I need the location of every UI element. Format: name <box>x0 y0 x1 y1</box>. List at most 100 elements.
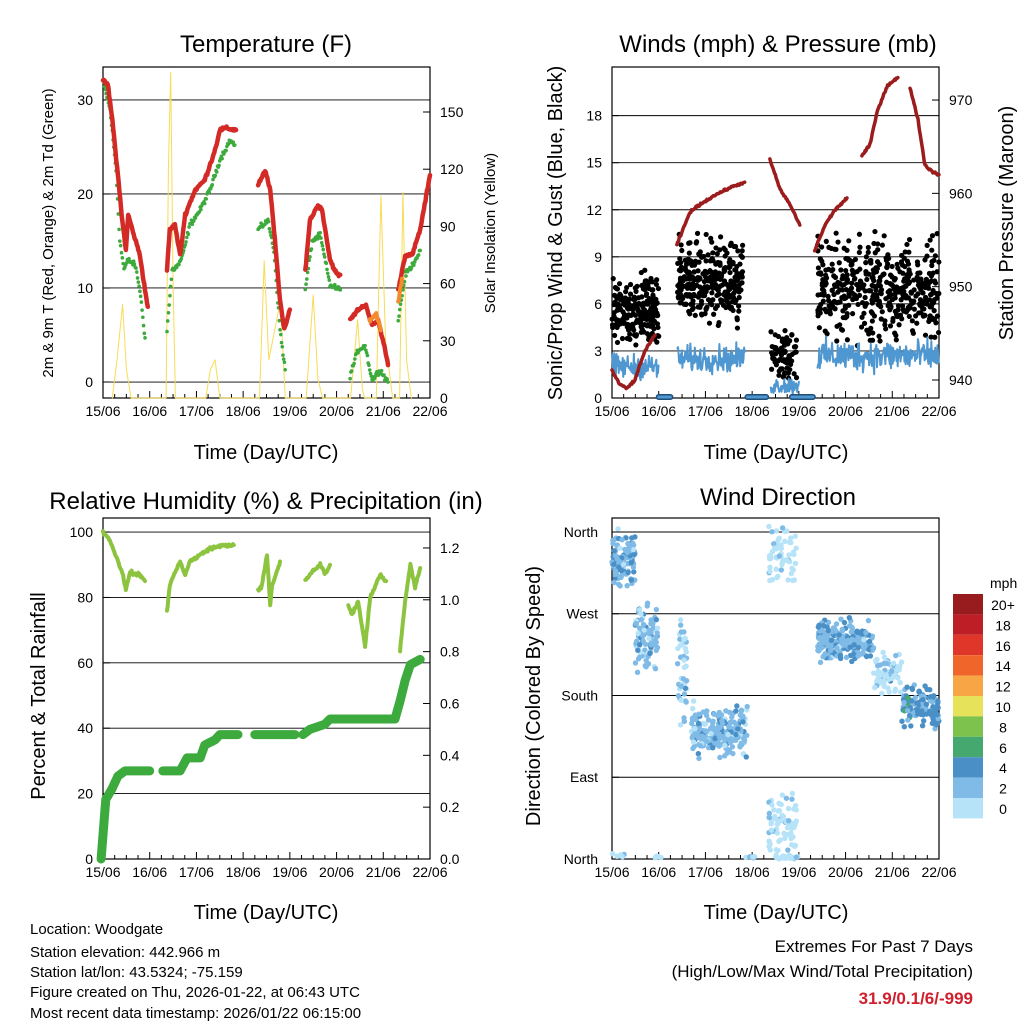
direction-point <box>848 629 854 635</box>
gust-point <box>868 325 874 331</box>
direction-point <box>612 575 618 582</box>
direction-point <box>681 718 688 724</box>
gust-point <box>651 318 658 324</box>
wind-direction-x-title: Time (Day/UTC) <box>704 902 849 924</box>
gust-point <box>738 253 744 259</box>
gust-point <box>642 278 648 284</box>
dewpoint-point <box>138 294 143 299</box>
extremes-value: 31.9/0.1/6/-999 <box>859 989 973 1008</box>
gust-point <box>856 292 863 299</box>
gust-point <box>869 300 875 306</box>
location-text: Location: Woodgate <box>30 921 163 938</box>
gust-point <box>654 313 660 319</box>
x-tick-label: 18/06 <box>735 403 770 419</box>
dewpoint-point <box>131 259 136 263</box>
gust-point <box>839 295 845 301</box>
y2-tick-label: 950 <box>949 279 973 295</box>
colorbar-label: 16 <box>995 638 1011 654</box>
direction-point <box>738 707 745 713</box>
colorbar-label: 10 <box>995 699 1011 715</box>
gust-point <box>825 297 832 304</box>
direction-point <box>849 658 855 665</box>
gust-point <box>879 242 886 248</box>
gust-point <box>927 237 933 243</box>
winds-chart: 15/06 16/06 17/06 18/06 19/06 20/06 21/06 22/06… <box>586 66 973 419</box>
dewpoint-point <box>412 263 416 267</box>
direction-point <box>625 569 631 576</box>
gust-point <box>909 318 915 324</box>
gust-point <box>846 290 852 296</box>
direction-point <box>692 725 698 732</box>
gust-point <box>850 269 856 275</box>
gust-point <box>609 322 616 328</box>
direction-point <box>935 700 941 706</box>
gust-point <box>695 268 701 274</box>
dewpoint-point <box>279 340 284 345</box>
x-tick-label: 22/06 <box>412 864 447 880</box>
gust-point <box>773 362 779 368</box>
gust-point <box>863 254 870 260</box>
dewpoint-point <box>214 170 219 174</box>
direction-point <box>708 730 714 737</box>
direction-point <box>784 528 790 534</box>
direction-point <box>790 549 797 555</box>
direction-point <box>771 541 777 547</box>
x-tick-label: 21/06 <box>366 403 401 419</box>
gust-point <box>934 231 940 237</box>
y2-tick-label: 1.0 <box>440 592 460 608</box>
gust-point <box>893 337 899 343</box>
gust-point <box>894 313 901 320</box>
gust-point <box>857 244 863 250</box>
direction-point <box>815 624 822 630</box>
x-tick-label: 17/06 <box>688 403 723 419</box>
gust-point <box>640 286 646 292</box>
gust-point <box>710 297 716 303</box>
gust-point <box>772 345 778 351</box>
direction-point <box>727 739 734 746</box>
gust-point <box>699 254 705 260</box>
gust-point <box>793 344 799 350</box>
dewpoint-point <box>418 248 422 253</box>
gust-point <box>897 269 903 275</box>
direction-point <box>779 792 786 798</box>
x-tick-label: 16/06 <box>641 864 676 880</box>
gust-point <box>859 314 865 320</box>
dewpoint-point <box>134 270 139 274</box>
direction-point <box>883 660 890 667</box>
gust-point <box>695 294 702 300</box>
gust-point <box>822 282 828 288</box>
gust-point <box>860 285 866 291</box>
gust-point <box>899 252 905 259</box>
pressure-line <box>860 75 900 158</box>
direction-point <box>905 695 911 701</box>
gust-point <box>906 236 913 243</box>
gust-point <box>638 269 644 276</box>
gust-point <box>849 280 855 286</box>
direction-point <box>833 627 839 634</box>
gust-point <box>830 266 836 273</box>
direction-point <box>682 685 689 691</box>
gust-point <box>654 300 660 306</box>
gust-point <box>740 242 746 248</box>
gust-point <box>616 281 623 287</box>
dewpoint-point <box>232 143 237 147</box>
gust-point <box>922 332 929 338</box>
direction-point <box>875 663 881 669</box>
gust-point <box>726 265 732 271</box>
direction-point <box>888 668 895 675</box>
direction-point <box>788 535 794 541</box>
dewpoint-point <box>141 323 146 328</box>
direction-point <box>719 717 725 724</box>
gust-point <box>719 298 725 304</box>
direction-point <box>767 552 774 559</box>
gust-point <box>856 249 862 256</box>
wind-speed-line <box>676 341 746 376</box>
x-tick-label: 18/06 <box>226 864 261 880</box>
gust-point <box>715 287 721 294</box>
direction-point <box>793 545 799 551</box>
colorbar-swatch <box>953 736 983 758</box>
gust-point <box>637 317 643 323</box>
dewpoint-point <box>204 197 209 201</box>
direction-point <box>615 526 621 532</box>
plot-frame <box>102 66 431 399</box>
